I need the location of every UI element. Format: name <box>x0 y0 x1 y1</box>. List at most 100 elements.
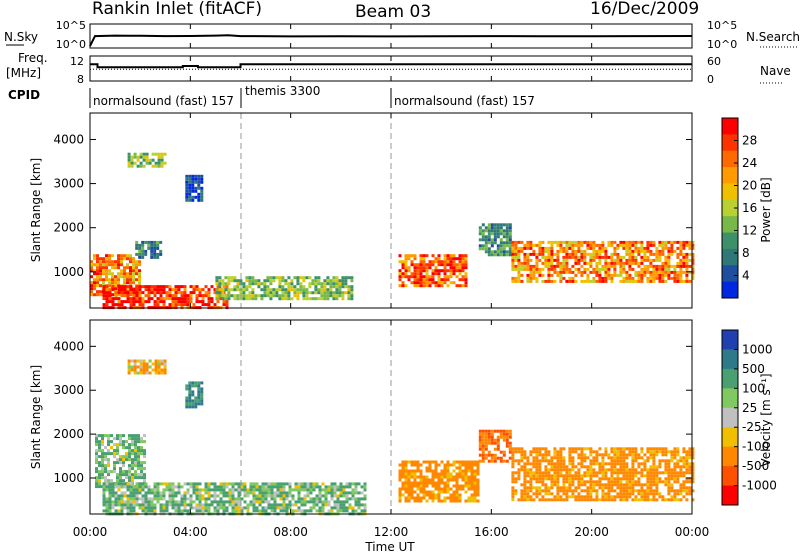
power-cell-r2 <box>117 300 121 304</box>
power-cell-r6 <box>646 240 650 244</box>
velocity-cell-r1 <box>309 509 313 513</box>
power-cell-r4 <box>446 263 450 267</box>
power-cell-r6 <box>511 264 515 268</box>
power-cell-r3 <box>278 288 282 292</box>
velocity-cell-r4 <box>616 477 620 481</box>
velocity-cell-r2 <box>470 478 474 482</box>
power-cell-r6 <box>619 273 623 277</box>
velocity-cell-r1 <box>156 482 160 486</box>
velocity-cell-r5 <box>148 371 152 375</box>
power-cell-r3 <box>293 294 297 298</box>
velocity-cell-r2 <box>413 484 417 488</box>
power-cell-r6 <box>661 273 665 277</box>
velocity-cell-r4 <box>550 462 554 466</box>
power-cell-r6 <box>511 246 515 250</box>
power-cell-r5 <box>505 229 509 233</box>
power-cell-r6 <box>652 258 656 262</box>
power-cell-r0 <box>135 263 138 267</box>
velocity-cell-r1 <box>318 509 322 513</box>
velocity-cell-r2 <box>449 472 453 476</box>
velocity-cell-r2 <box>410 475 414 479</box>
velocity-cell-r3 <box>484 453 488 457</box>
velocity-cell-r2 <box>410 490 414 494</box>
velocity-cell-r4 <box>604 471 608 475</box>
x-axis-label: Time UT <box>364 540 415 554</box>
power-cell-r2 <box>198 294 202 298</box>
velocity-cell-r4 <box>637 477 641 481</box>
power-cell-r8 <box>188 186 192 190</box>
power-cell-r6 <box>634 240 638 244</box>
velocity-cell-r3 <box>478 444 482 448</box>
velocity-cell-r4 <box>649 453 653 457</box>
velocity-cell-r1 <box>303 500 307 504</box>
velocity-cell-r4 <box>571 459 575 463</box>
power-cell-r2 <box>201 297 205 301</box>
velocity-cell-r2 <box>407 487 411 491</box>
power-cell-r2 <box>153 294 157 298</box>
velocity-cell-r1 <box>282 500 286 504</box>
velocity-cell-r1 <box>150 500 154 504</box>
power-cell-r6 <box>634 279 638 283</box>
velocity-cell-r0 <box>95 479 98 483</box>
power-cell-r0 <box>129 257 132 261</box>
velocity-cell-r1 <box>183 494 187 498</box>
velocity-cell-r4 <box>589 492 593 496</box>
velocity-cell-r1 <box>108 494 112 498</box>
velocity-cell-r5 <box>136 359 140 363</box>
power-cell-r2 <box>174 300 178 304</box>
velocity-cell-r1 <box>108 503 112 507</box>
power-cell-r5 <box>505 250 509 254</box>
velocity-cell-r1 <box>162 503 166 507</box>
velocity-cell-r1 <box>231 482 235 486</box>
power-cell-r6 <box>649 276 653 280</box>
power-cell-r6 <box>670 276 674 280</box>
cpid-panel: CPID normalsound (fast) 157 themis 3300 … <box>8 84 535 108</box>
freq-panel: Freq. [MHz] 12 8 60 0 Nave <box>6 51 791 86</box>
velocity-cell-r2 <box>419 487 423 491</box>
velocity-cell-r4 <box>652 453 656 457</box>
velocity-cell-r2 <box>446 460 450 464</box>
velocity-cell-r1 <box>294 488 298 492</box>
velocity-cell-r4 <box>649 447 653 451</box>
velocity-cell-r3 <box>481 432 485 436</box>
power-cell-r4 <box>419 257 423 261</box>
velocity-cell-r4 <box>541 474 545 478</box>
power-cell-r6 <box>517 270 521 274</box>
power-cell-r3 <box>251 276 255 280</box>
velocity-cell-r5 <box>160 368 164 372</box>
velocity-cell-r4 <box>583 465 587 469</box>
velocity-cell-r4 <box>532 498 536 502</box>
velocity-cell-r2 <box>440 460 444 464</box>
power-cell-r5 <box>487 238 491 242</box>
power-cell-r4 <box>440 263 444 267</box>
velocity-cell-r4 <box>616 483 620 487</box>
velocity-cell-r2 <box>416 463 420 467</box>
power-cell-r0 <box>90 281 93 285</box>
power-cell-r7 <box>136 164 140 168</box>
velocity-cell-r1 <box>132 488 136 492</box>
power-cell-r6 <box>685 252 689 256</box>
velocity-cell-r4 <box>571 483 575 487</box>
power-cell-r2 <box>105 303 109 307</box>
power-cell-r4 <box>437 278 441 282</box>
x-tick-label: 04:00 <box>173 525 208 539</box>
velocity-cell-r1 <box>282 491 286 495</box>
power-cell-r4 <box>434 260 438 264</box>
velocity-cell-r2 <box>461 463 465 467</box>
velocity-cell-r0 <box>134 443 137 447</box>
power-cell-r4 <box>449 257 453 261</box>
velocity-cell-r4 <box>613 459 617 463</box>
power-cell-r4 <box>464 284 468 288</box>
power-cell-r3 <box>344 276 348 280</box>
velocity-cell-r4 <box>523 474 527 478</box>
velocity-cell-r2 <box>413 463 417 467</box>
power-cell-r3 <box>317 297 321 301</box>
power-cell-r3 <box>293 288 297 292</box>
power-cell-r3 <box>287 276 291 280</box>
velocity-cell-r4 <box>553 474 557 478</box>
power-cell-r6 <box>616 261 620 265</box>
velocity-cell-r0 <box>95 434 98 438</box>
power-cell-r6 <box>571 279 575 283</box>
power-cell-r6 <box>607 264 611 268</box>
power-cell-r8 <box>197 180 201 184</box>
